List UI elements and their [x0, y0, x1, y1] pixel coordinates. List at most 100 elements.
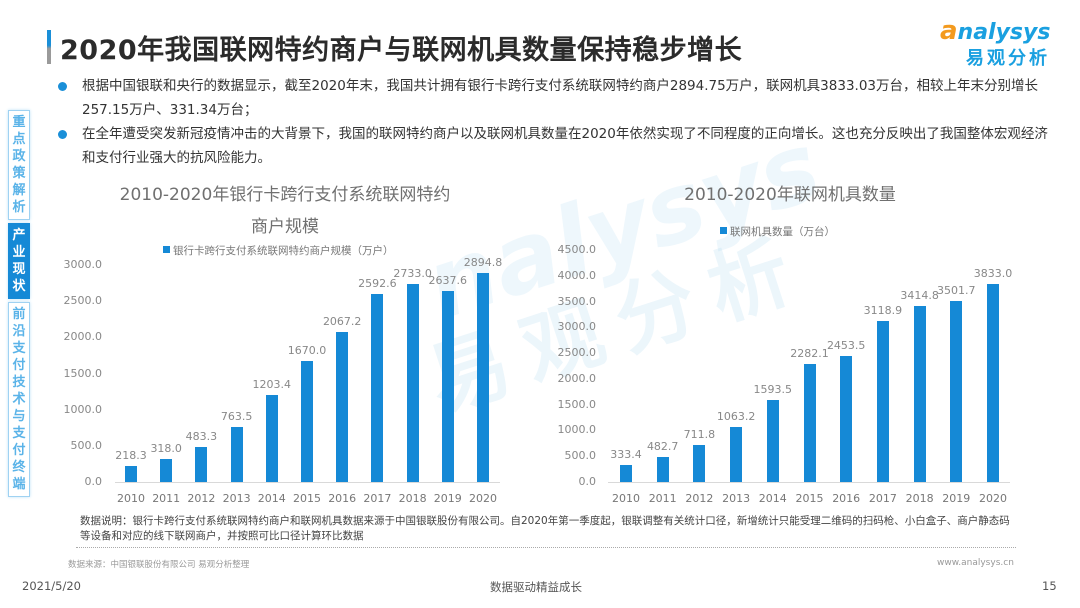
x-tick-label: 2010	[117, 492, 145, 505]
footer-date: 2021/5/20	[22, 579, 81, 593]
x-tick-label: 2016	[832, 492, 861, 505]
x-tick-label: 2016	[328, 492, 357, 505]
bar	[950, 301, 963, 482]
bar-value-label: 763.5	[220, 409, 253, 423]
footer-slogan: 数据驱动精益成长	[490, 580, 582, 594]
x-tick-label: 2018	[398, 492, 427, 505]
y-tick-label: 3500.0	[557, 294, 597, 308]
y-tick-label: 3000.0	[557, 320, 597, 334]
data-source: 数据来源：中国银联股份有限公司 易观分析整理	[68, 560, 250, 570]
bar-value-label: 3118.9	[863, 304, 903, 318]
bar	[987, 284, 999, 482]
sidenav-item-industry-status[interactable]: 产业现状	[8, 223, 30, 299]
legend-swatch-icon	[720, 227, 727, 234]
bar-value-label: 2637.6	[428, 274, 468, 288]
bar	[840, 355, 853, 482]
bar	[803, 364, 816, 482]
chart-title: 2010-2020年联网机具数量	[684, 185, 896, 205]
bar	[656, 457, 669, 482]
x-tick-label: 2015	[795, 492, 824, 505]
bar-value-label: 2894.8	[463, 255, 503, 269]
y-tick-label: 4500.0	[557, 243, 597, 256]
bar-value-label: 2282.1	[790, 347, 829, 361]
y-tick-label: 500.0	[70, 438, 103, 452]
bar-value-label: 3501.7	[937, 284, 976, 298]
x-tick-label: 2017	[868, 492, 897, 505]
page-title: 2020年我国联网特约商户与联网机具数量保持稳步增长	[60, 35, 743, 66]
chart-legend: 银行卡跨行支付系统联网特约商户规模（万户）	[163, 243, 394, 258]
y-tick-label: 3000.0	[63, 258, 103, 271]
x-tick-label: 2017	[363, 492, 392, 505]
y-tick-label: 0.0	[578, 475, 597, 488]
bar	[265, 394, 278, 482]
bar	[620, 464, 632, 482]
bar-value-label: 3833.0	[973, 267, 1013, 281]
y-tick-label: 1500.0	[63, 366, 103, 380]
bar	[693, 445, 706, 482]
x-tick-label: 2015	[293, 492, 321, 505]
bullet-text: 在全年遭受突发新冠疫情冲击的大背景下，我国的联网特约商户以及联网机具数量在202…	[82, 126, 1048, 166]
y-tick-label: 0.0	[84, 475, 103, 488]
bar	[195, 447, 208, 482]
x-tick-label: 2019	[942, 492, 971, 505]
y-tick-label: 500.0	[564, 449, 597, 463]
divider	[76, 547, 1016, 548]
bullet-text: 根据中国银联和央行的数据显示，截至2020年末，我国共计拥有银行卡跨行支付系统联…	[82, 78, 1039, 118]
x-tick-label: 2020	[469, 492, 497, 505]
bar-value-label: 1593.5	[753, 382, 793, 396]
website-link[interactable]: www.analysys.cn	[937, 558, 1014, 568]
bar	[406, 284, 419, 482]
chart-title: 2010-2020年银行卡跨行支付系统联网特约 商户规模	[119, 185, 451, 237]
bar-value-label: 3414.8	[900, 288, 939, 302]
y-tick-label: 1000.0	[63, 402, 103, 416]
x-tick-label: 2019	[433, 492, 462, 505]
x-tick-label: 2014	[257, 492, 286, 505]
chart-legend: 联网机具数量（万台）	[720, 224, 835, 239]
sidenav-item-frontier-payment-tech[interactable]: 前沿支付技术与支付终端	[8, 302, 30, 497]
bar	[876, 321, 889, 482]
bar	[160, 458, 173, 482]
x-tick-label: 2013	[722, 492, 751, 505]
y-tick-label: 2500.0	[557, 346, 597, 360]
bar	[125, 466, 137, 482]
x-axis-line	[115, 482, 500, 483]
bar-value-label: 2453.5	[826, 338, 866, 352]
data-note: 数据说明：银行卡跨行支付系统联网特约商户和联网机具数据来源于中国银联股份有限公司…	[80, 515, 1010, 542]
bar-value-label: 1063.2	[716, 410, 756, 424]
bullet-dot-icon	[58, 82, 67, 91]
bullet-item: 在全年遭受突发新冠疫情冲击的大背景下，我国的联网特约商户以及联网机具数量在202…	[58, 122, 1048, 170]
bar-value-label: 2067.2	[322, 315, 362, 329]
bar-value-label: 318.0	[150, 441, 182, 455]
section-sidenav: 重点政策解析 产业现状 前沿支付技术与支付终端	[8, 110, 30, 500]
bar-value-label: 218.3	[115, 449, 147, 463]
bar	[301, 361, 313, 482]
logo-text-cn: 易观分析	[966, 48, 1050, 69]
bar	[441, 291, 454, 482]
bar-value-label: 333.4	[610, 447, 642, 461]
bar-value-label: 483.3	[185, 430, 218, 444]
page-number: 15	[1042, 579, 1057, 593]
bar-value-label: 2592.6	[358, 277, 397, 291]
logo-text-en: nalysys	[957, 20, 1051, 45]
bar-value-label: 482.7	[646, 440, 679, 454]
x-tick-label: 2013	[222, 492, 251, 505]
bullet-item: 根据中国银联和央行的数据显示，截至2020年末，我国共计拥有银行卡跨行支付系统联…	[58, 74, 1048, 122]
x-tick-label: 2010	[612, 492, 640, 505]
legend-swatch-icon	[163, 246, 170, 253]
bar	[371, 294, 384, 482]
bullet-dot-icon	[58, 130, 67, 139]
y-tick-label: 2000.0	[557, 371, 597, 385]
y-tick-label: 2000.0	[63, 330, 103, 344]
sidenav-item-policy[interactable]: 重点政策解析	[8, 110, 30, 220]
bar-value-label: 2733.0	[393, 267, 432, 281]
bar	[336, 332, 349, 482]
x-tick-label: 2012	[685, 492, 714, 505]
bar-value-label: 711.8	[683, 428, 716, 442]
logo-a-glyph: a	[940, 16, 958, 46]
summary-bullets: 根据中国银联和央行的数据显示，截至2020年末，我国共计拥有银行卡跨行支付系统联…	[58, 74, 1048, 170]
bar	[913, 305, 926, 482]
bar	[230, 426, 243, 482]
x-tick-label: 2011	[648, 492, 677, 505]
bar	[477, 272, 489, 482]
title-accent-bar	[47, 30, 51, 64]
